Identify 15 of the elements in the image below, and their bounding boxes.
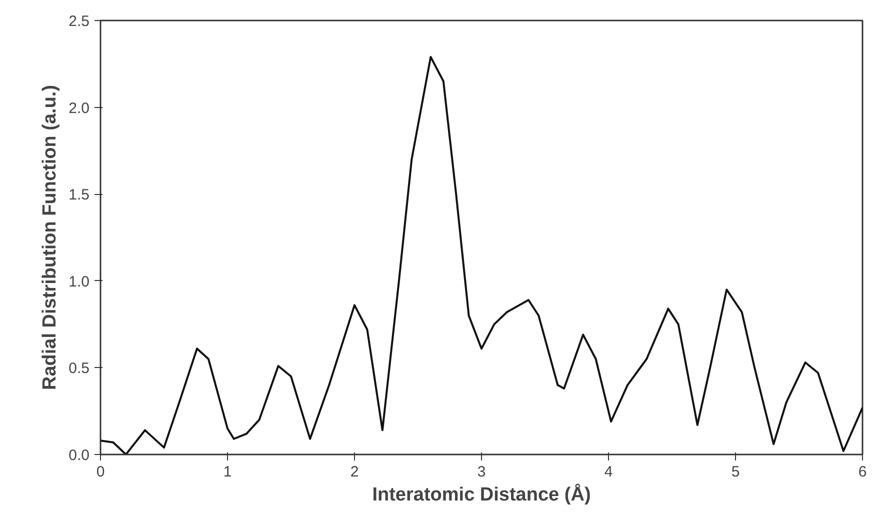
x-axis-title: Interatomic Distance (Å): [372, 484, 591, 506]
x-tick-label: 4: [604, 464, 613, 480]
x-tick-label: 5: [731, 464, 740, 480]
y-tick-label: 1.0: [68, 273, 90, 290]
y-tick-label: 1.5: [68, 186, 90, 204]
x-tick-label: 2: [350, 464, 359, 480]
x-tick-label: 0: [96, 464, 105, 480]
y-tick-label: 2.0: [68, 100, 90, 117]
y-axis-title: Radial Distribution Function (a.u.): [40, 84, 61, 390]
y-tick-label: 0.5: [68, 360, 90, 378]
x-tick-label: 3: [477, 464, 486, 480]
x-tick-label: 6: [858, 464, 867, 480]
y-tick-label: 2.5: [68, 13, 90, 30]
y-tick-label: 0.0: [68, 447, 90, 464]
x-tick-label: 1: [223, 464, 232, 480]
